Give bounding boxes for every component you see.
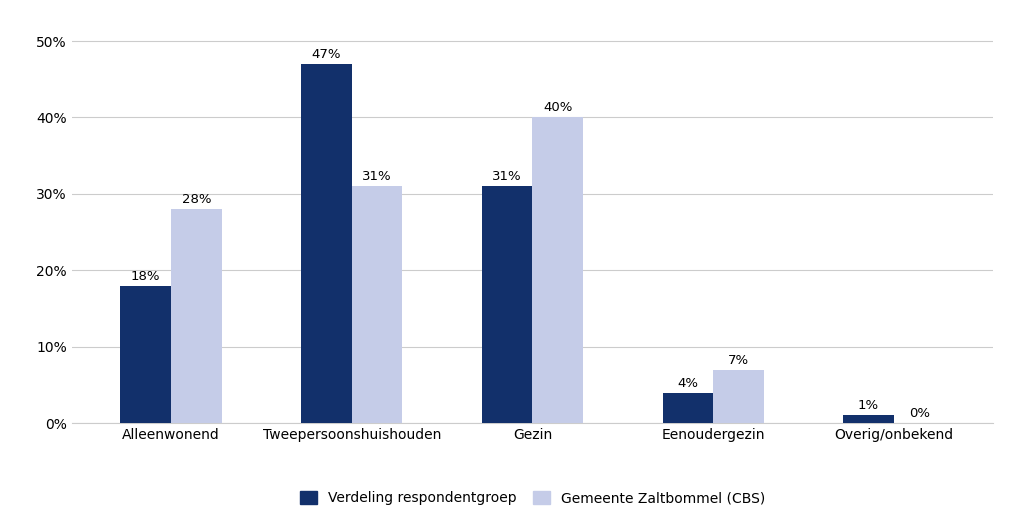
Text: 0%: 0% [908, 407, 930, 420]
Bar [121, 285, 171, 423]
Bar [352, 186, 402, 423]
Text: 7%: 7% [728, 353, 749, 366]
Bar [663, 393, 713, 423]
Text: 28%: 28% [181, 193, 211, 206]
Text: 31%: 31% [362, 170, 392, 183]
Bar [171, 209, 221, 423]
Bar [482, 186, 532, 423]
Text: 40%: 40% [543, 102, 572, 115]
Bar [532, 118, 583, 423]
Bar [301, 64, 352, 423]
Bar [713, 369, 764, 423]
Text: 1%: 1% [858, 399, 880, 412]
Bar [844, 415, 894, 423]
Text: 4%: 4% [678, 377, 698, 390]
Text: 18%: 18% [131, 269, 161, 283]
Text: 31%: 31% [493, 170, 522, 183]
Legend: Verdeling respondentgroep, Gemeente Zaltbommel (CBS): Verdeling respondentgroep, Gemeente Zalt… [294, 486, 771, 511]
Text: 47%: 47% [311, 48, 341, 61]
